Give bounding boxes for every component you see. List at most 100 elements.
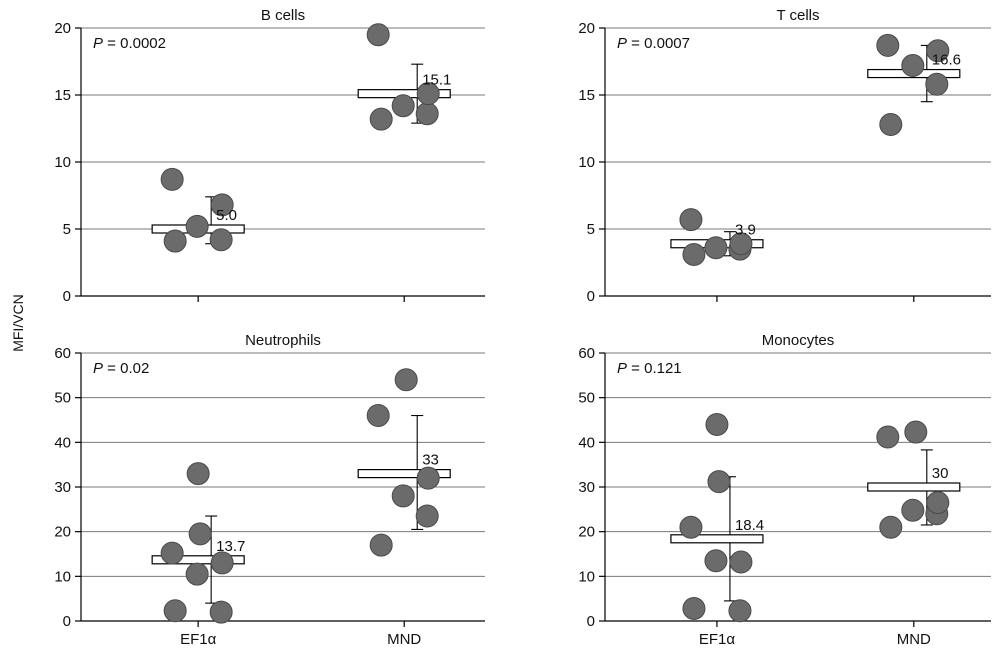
- data-point: [901, 54, 925, 78]
- data-point: [369, 533, 393, 557]
- p-value-symbol: P: [617, 35, 627, 52]
- x-tick-label: MND: [897, 631, 931, 648]
- data-point: [185, 562, 209, 586]
- p-value-number: = 0.02: [103, 360, 149, 377]
- data-point: [188, 522, 212, 546]
- data-point: [366, 404, 390, 428]
- p-value-symbol: P: [93, 360, 103, 377]
- data-point: [163, 229, 187, 253]
- p-value-number: = 0.0002: [103, 35, 166, 52]
- mean-label: 16.6: [932, 52, 961, 69]
- data-point: [904, 420, 928, 444]
- mean-box: [357, 469, 451, 479]
- data-point: [679, 515, 703, 539]
- data-point: [728, 599, 752, 623]
- panel-title: Neutrophils: [245, 332, 321, 349]
- data-point: [679, 208, 703, 232]
- data-point: [391, 94, 415, 118]
- data-point: [705, 412, 729, 436]
- data-point: [876, 425, 900, 449]
- data-point: [369, 107, 393, 131]
- data-point: [729, 232, 753, 256]
- panel-title: T cells: [776, 7, 819, 24]
- y-tick-label: 40: [54, 434, 71, 451]
- y-tick-label: 15: [54, 87, 71, 104]
- y-tick-label: 60: [54, 345, 71, 362]
- data-point: [416, 82, 440, 106]
- data-point: [394, 368, 418, 392]
- y-tick-label: 20: [578, 524, 595, 541]
- data-point: [901, 498, 925, 522]
- x-tick-label: EF1α: [699, 631, 736, 648]
- mean-label: 33: [422, 452, 439, 469]
- p-value: P = 0.02: [93, 360, 149, 377]
- data-point: [186, 462, 210, 486]
- data-point: [416, 466, 440, 490]
- mean-label: 13.7: [216, 538, 245, 555]
- data-point: [926, 39, 950, 63]
- panel-title: Monocytes: [762, 332, 835, 349]
- chart-panels: 0 5 10 15 20 B cells P = 0.0002 5.0 15.1 0 5 10 15 20…: [54, 7, 991, 648]
- data-point: [210, 551, 234, 575]
- y-tick-label: 10: [54, 154, 71, 171]
- data-point: [415, 504, 439, 528]
- data-point: [704, 236, 728, 260]
- chart-panel: 0 10 20 30 40 50 60 Monocytes P = 0.121 EF1α MND 18…: [578, 332, 991, 648]
- mean-box: [670, 534, 764, 544]
- mean-box: [867, 482, 961, 492]
- data-point: [160, 541, 184, 565]
- y-tick-label: 30: [54, 479, 71, 496]
- data-point: [707, 470, 731, 494]
- data-point: [160, 167, 184, 191]
- p-value: P = 0.0007: [617, 35, 690, 52]
- y-tick-label: 0: [587, 613, 595, 630]
- y-tick-label: 0: [63, 613, 71, 630]
- data-point: [704, 549, 728, 573]
- y-tick-label: 40: [578, 434, 595, 451]
- p-value: P = 0.0002: [93, 35, 166, 52]
- data-point: [163, 599, 187, 623]
- y-tick-label: 15: [578, 87, 595, 104]
- y-tick-label: 10: [578, 154, 595, 171]
- y-tick-label: 10: [578, 568, 595, 585]
- data-point: [682, 242, 706, 266]
- p-value-number: = 0.0007: [627, 35, 690, 52]
- data-point: [925, 72, 949, 96]
- y-tick-label: 10: [54, 568, 71, 585]
- data-point: [366, 23, 390, 47]
- y-tick-label: 5: [63, 221, 71, 238]
- chart-panel: 0 5 10 15 20 B cells P = 0.0002 5.0 15.1: [54, 7, 485, 305]
- data-point: [926, 491, 950, 515]
- y-tick-label: 30: [578, 479, 595, 496]
- mean-label: 15.1: [422, 72, 451, 89]
- y-tick-label: 60: [578, 345, 595, 362]
- y-tick-label: 20: [54, 524, 71, 541]
- p-value-symbol: P: [617, 360, 627, 377]
- data-point: [879, 112, 903, 136]
- data-point: [729, 550, 753, 574]
- data-point: [415, 102, 439, 126]
- mean-label: 3.9: [735, 222, 756, 239]
- chart-panel: 0 5 10 15 20 T cells P = 0.0007 3.9 16.6: [578, 7, 991, 305]
- mean-label: 18.4: [735, 517, 764, 534]
- panel-title: B cells: [261, 7, 305, 24]
- data-point: [682, 596, 706, 620]
- data-point: [876, 33, 900, 57]
- x-tick-label: EF1α: [180, 631, 217, 648]
- data-point: [185, 214, 209, 238]
- chart-panel: 0 10 20 30 40 50 60 Neutrophils P = 0.02 EF1α MND 1…: [54, 332, 485, 648]
- data-point: [209, 600, 233, 624]
- y-tick-label: 20: [578, 20, 595, 37]
- y-tick-label: 50: [54, 390, 71, 407]
- y-tick-label: 0: [587, 288, 595, 305]
- y-tick-label: 0: [63, 288, 71, 305]
- y-axis-label: MFI/VCN: [10, 294, 26, 352]
- mean-label: 30: [932, 465, 949, 482]
- y-tick-label: 50: [578, 390, 595, 407]
- y-tick-label: 20: [54, 20, 71, 37]
- data-point: [210, 193, 234, 217]
- x-tick-label: MND: [387, 631, 421, 648]
- mean-label: 5.0: [216, 207, 237, 224]
- p-value-symbol: P: [93, 35, 103, 52]
